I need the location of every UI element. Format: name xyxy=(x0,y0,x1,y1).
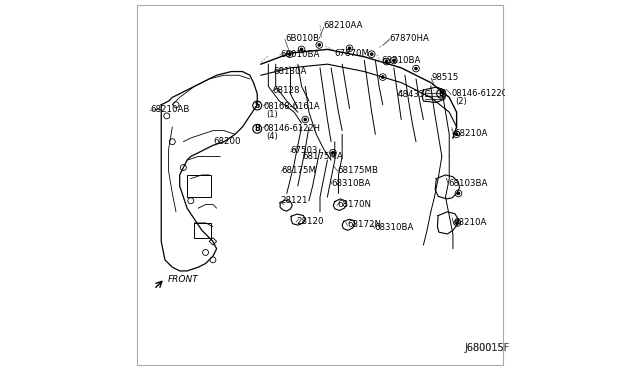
Text: 67870M: 67870M xyxy=(335,49,370,58)
Text: (1): (1) xyxy=(266,109,278,119)
Text: 68310BA: 68310BA xyxy=(381,56,420,65)
Text: B: B xyxy=(438,89,444,98)
Bar xyxy=(195,223,211,238)
Text: 68175MA: 68175MA xyxy=(302,152,343,161)
Circle shape xyxy=(393,60,395,62)
Text: 68175M: 68175M xyxy=(281,166,316,174)
Text: J680015F: J680015F xyxy=(464,343,509,353)
Circle shape xyxy=(348,47,351,49)
Text: 68128: 68128 xyxy=(272,86,300,94)
Text: 68210A: 68210A xyxy=(454,129,488,138)
Text: 68210AA: 68210AA xyxy=(324,21,363,30)
Text: 08146-6122H: 08146-6122H xyxy=(263,124,320,133)
Circle shape xyxy=(415,67,417,70)
Text: 68175MB: 68175MB xyxy=(338,166,379,174)
Circle shape xyxy=(318,44,321,46)
Text: 68172N: 68172N xyxy=(348,220,381,229)
Text: 08146-6122G: 08146-6122G xyxy=(451,89,508,98)
Circle shape xyxy=(381,76,384,78)
Text: (2): (2) xyxy=(455,97,467,106)
Text: 68210AB: 68210AB xyxy=(150,105,189,114)
Text: 68130A: 68130A xyxy=(274,67,307,76)
Text: 48433C: 48433C xyxy=(397,90,431,99)
Text: B: B xyxy=(254,124,260,133)
Text: 28120: 28120 xyxy=(296,217,323,225)
Text: 68210A: 68210A xyxy=(454,218,487,227)
Text: 68310BA: 68310BA xyxy=(374,223,414,232)
Circle shape xyxy=(289,53,291,55)
Circle shape xyxy=(458,192,460,195)
Text: 68310BA: 68310BA xyxy=(332,179,371,187)
Text: 67503: 67503 xyxy=(291,147,318,155)
Bar xyxy=(187,175,211,197)
Text: 68200: 68200 xyxy=(213,137,241,146)
Polygon shape xyxy=(422,87,445,103)
Text: 98515: 98515 xyxy=(431,73,459,81)
Circle shape xyxy=(385,61,388,62)
Text: 28121: 28121 xyxy=(280,196,308,205)
Circle shape xyxy=(332,152,334,154)
Circle shape xyxy=(304,118,307,121)
Text: 68170N: 68170N xyxy=(337,200,371,209)
Text: 68010BA: 68010BA xyxy=(280,51,319,60)
Text: FRONT: FRONT xyxy=(168,275,198,283)
Circle shape xyxy=(300,48,303,51)
Circle shape xyxy=(371,53,372,55)
Text: 08168-6161A: 08168-6161A xyxy=(264,102,321,111)
Circle shape xyxy=(456,222,458,224)
Text: J680015F: J680015F xyxy=(464,343,509,353)
Text: 6B010B: 6B010B xyxy=(285,34,319,43)
Text: 68103BA: 68103BA xyxy=(449,179,488,187)
Text: S: S xyxy=(255,101,260,110)
Text: (4): (4) xyxy=(266,132,278,141)
Text: 67870HA: 67870HA xyxy=(389,34,429,43)
Circle shape xyxy=(456,133,458,135)
